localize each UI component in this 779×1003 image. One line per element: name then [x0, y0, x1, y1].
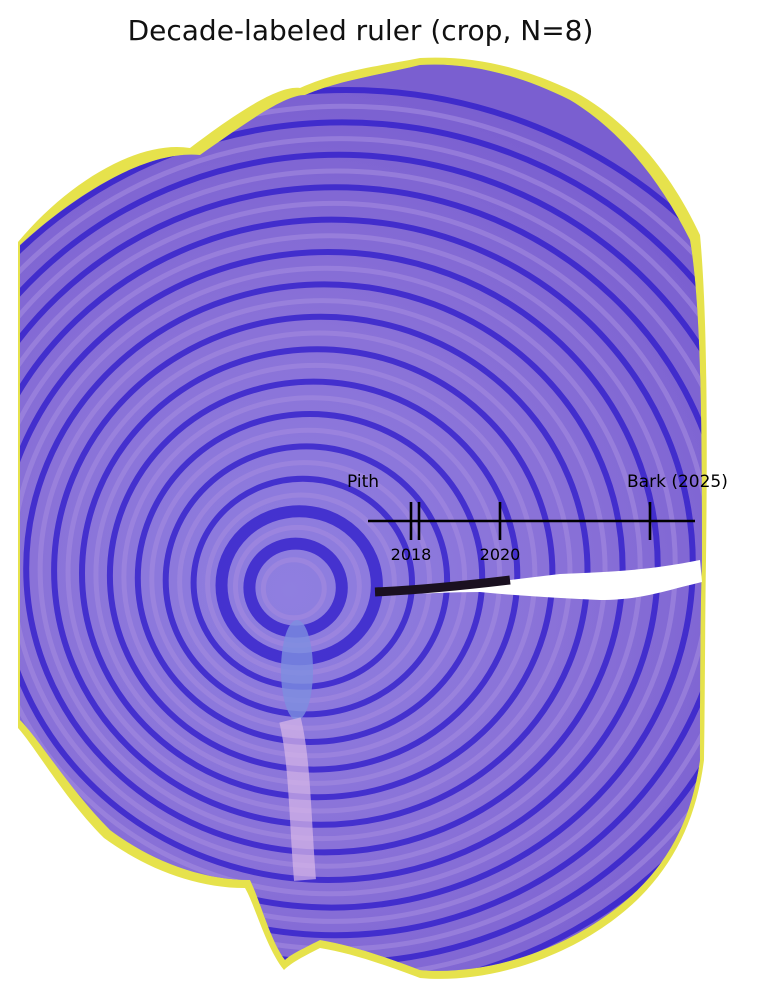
growth-ring: [20, 103, 702, 971]
crack-edge: [374, 575, 511, 597]
growth-ring: [93, 362, 538, 786]
growth-ring: [134, 411, 486, 745]
pith-streak: [281, 620, 313, 720]
tick-label-2020: 2020: [479, 545, 521, 564]
growth-ring: [162, 443, 451, 718]
growth-ring: [20, 136, 702, 971]
ruler-end-label: Bark (2025): [627, 472, 728, 492]
growth-ring: [23, 281, 626, 856]
growth-ring: [260, 557, 327, 621]
growth-ring: [20, 249, 661, 883]
figure-title: Decade-labeled ruler (crop, N=8): [127, 14, 594, 47]
growth-ring: [37, 298, 608, 842]
growth-ring: [79, 346, 556, 801]
growth-ring: [20, 265, 643, 869]
growth-ring: [65, 330, 573, 814]
growth-ring: [20, 200, 702, 924]
tick-label-2018: 2018: [390, 545, 432, 564]
growth-ring: [20, 184, 702, 939]
growth-ring: [20, 119, 702, 971]
pale-ray: [279, 717, 316, 881]
growth-ring: [149, 427, 468, 731]
growth-ring: [106, 378, 521, 773]
growth-ring: [51, 313, 591, 828]
growth-ring: [20, 87, 702, 971]
ruler: [368, 502, 695, 540]
ruler-start-label: Pith: [347, 472, 380, 492]
